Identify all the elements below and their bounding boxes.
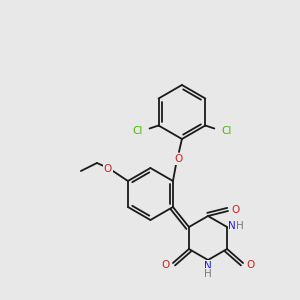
- Text: O: O: [246, 260, 254, 270]
- Text: N: N: [204, 261, 212, 271]
- Text: O: O: [104, 164, 112, 174]
- Text: Cl: Cl: [221, 125, 232, 136]
- Text: O: O: [231, 205, 239, 215]
- Text: Cl: Cl: [132, 125, 143, 136]
- Text: H: H: [204, 269, 212, 279]
- Text: O: O: [162, 260, 170, 270]
- Text: O: O: [175, 154, 183, 164]
- Text: N: N: [228, 221, 236, 231]
- Text: H: H: [236, 221, 244, 231]
